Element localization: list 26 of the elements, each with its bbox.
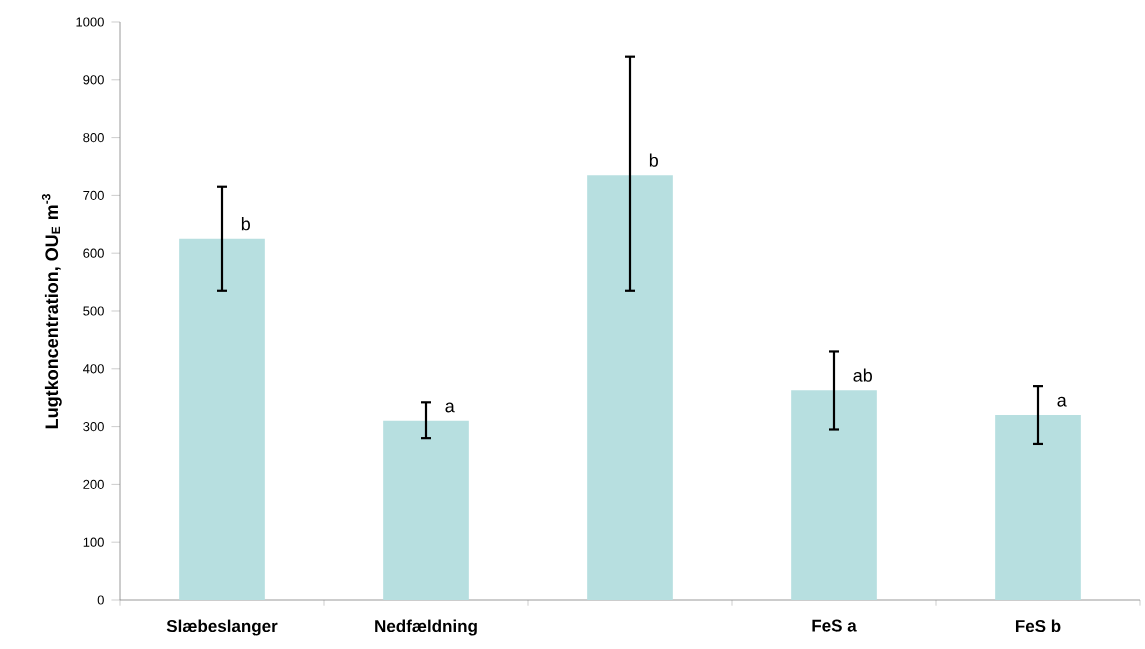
bar <box>791 390 877 600</box>
annotation: a <box>1057 396 1067 407</box>
y-tick-label: 800 <box>83 133 104 143</box>
x-tick-label: FeS a <box>812 619 857 632</box>
y-tick-label: 900 <box>83 75 104 85</box>
x-tick-label: FeS b <box>1015 619 1061 633</box>
annotation: b <box>649 153 658 167</box>
bar <box>179 238 265 600</box>
y-tick-label: 0 <box>97 595 104 605</box>
x-tick-label: Nedfældning <box>375 619 477 636</box>
y-axis-title: Lugtkoncentration, OU$_{E}$ m$^{-3}$ <box>41 194 62 429</box>
y-tick-label: 600 <box>83 248 104 258</box>
y-tick-label: 1000 <box>76 17 104 27</box>
annotation: b <box>241 217 250 231</box>
annotation: ab <box>853 368 872 382</box>
annotation: a <box>445 402 455 413</box>
y-tick-label: 300 <box>83 422 104 432</box>
y-tick-label: 700 <box>83 190 104 200</box>
y-tick-label: 500 <box>83 306 104 316</box>
y-tick-label: 200 <box>83 479 104 489</box>
y-tick-label: 400 <box>83 364 104 374</box>
bar <box>587 175 673 600</box>
bar <box>383 420 469 600</box>
y-tick-label: 100 <box>83 537 104 547</box>
x-tick-label: Slæbeslanger <box>166 619 278 636</box>
bar <box>995 415 1081 600</box>
